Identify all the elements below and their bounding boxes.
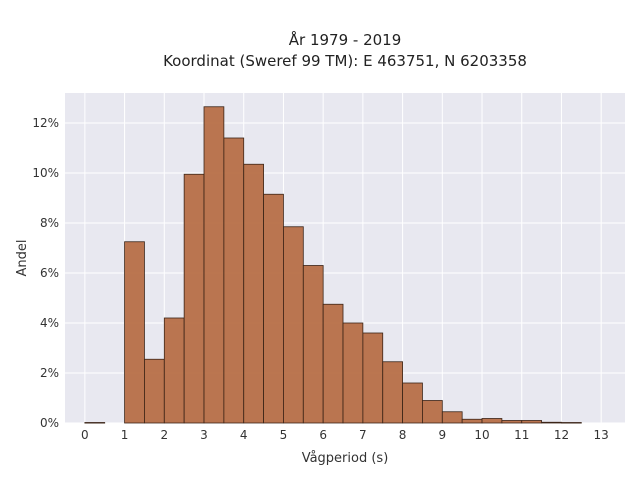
y-tick-labels: 0% 2% 4% 6% 8% 10% 12% — [32, 116, 59, 430]
chart-title: År 1979 - 2019 — [289, 30, 402, 49]
x-tick-label: 5 — [280, 428, 288, 442]
x-tick-label: 9 — [438, 428, 446, 442]
y-tick-label: 4% — [40, 316, 59, 330]
histogram-bar — [441, 411, 463, 424]
bars — [84, 106, 582, 424]
histogram-bar — [263, 193, 284, 424]
x-tick-label: 7 — [359, 428, 367, 442]
x-tick-label: 10 — [474, 428, 489, 442]
x-tick-label: 6 — [319, 428, 327, 442]
x-tick-label: 1 — [121, 428, 129, 442]
x-tick-labels: 0 1 2 3 4 5 6 7 8 9 10 11 12 13 — [81, 428, 609, 442]
y-tick-label: 2% — [40, 366, 59, 380]
histogram-bar — [163, 317, 185, 424]
x-tick-label: 2 — [160, 428, 168, 442]
histogram-bar — [283, 226, 304, 424]
chart-subtitle: Koordinat (Sweref 99 TM): E 463751, N 62… — [163, 52, 527, 70]
histogram-bar — [183, 173, 205, 424]
histogram-bar — [144, 358, 165, 424]
y-tick-label: 12% — [32, 116, 59, 130]
histogram-bar — [322, 303, 344, 424]
x-tick-label: 8 — [399, 428, 407, 442]
y-tick-label: 8% — [40, 216, 59, 230]
x-tick-label: 13 — [594, 428, 609, 442]
y-tick-label: 6% — [40, 266, 59, 280]
histogram-bar — [382, 361, 403, 424]
x-tick-label: 12 — [554, 428, 569, 442]
histogram-bar — [481, 418, 503, 424]
x-tick-label: 11 — [514, 428, 529, 442]
histogram-bar — [342, 322, 364, 424]
histogram-bar — [302, 265, 324, 424]
y-axis-label: Andel — [15, 240, 30, 277]
y-tick-label: 10% — [32, 166, 59, 180]
histogram-bar — [362, 332, 384, 424]
x-tick-label: 4 — [240, 428, 248, 442]
histogram-bar — [203, 106, 225, 424]
histogram-bar — [501, 420, 523, 424]
histogram-bar — [541, 421, 562, 424]
x-tick-label: 3 — [200, 428, 208, 442]
histogram-bar — [402, 382, 423, 424]
histogram-bar — [84, 422, 106, 424]
y-tick-label: 0% — [40, 416, 59, 430]
histogram-bar — [124, 241, 145, 424]
x-axis-label: Vågperiod (s) — [302, 451, 389, 466]
histogram-bar — [461, 418, 483, 424]
histogram-bar — [521, 420, 542, 424]
histogram-bar — [223, 137, 245, 424]
x-tick-label: 0 — [81, 428, 89, 442]
histogram-bar — [243, 163, 264, 424]
histogram-bar — [422, 400, 443, 424]
histogram-bar — [561, 422, 582, 424]
